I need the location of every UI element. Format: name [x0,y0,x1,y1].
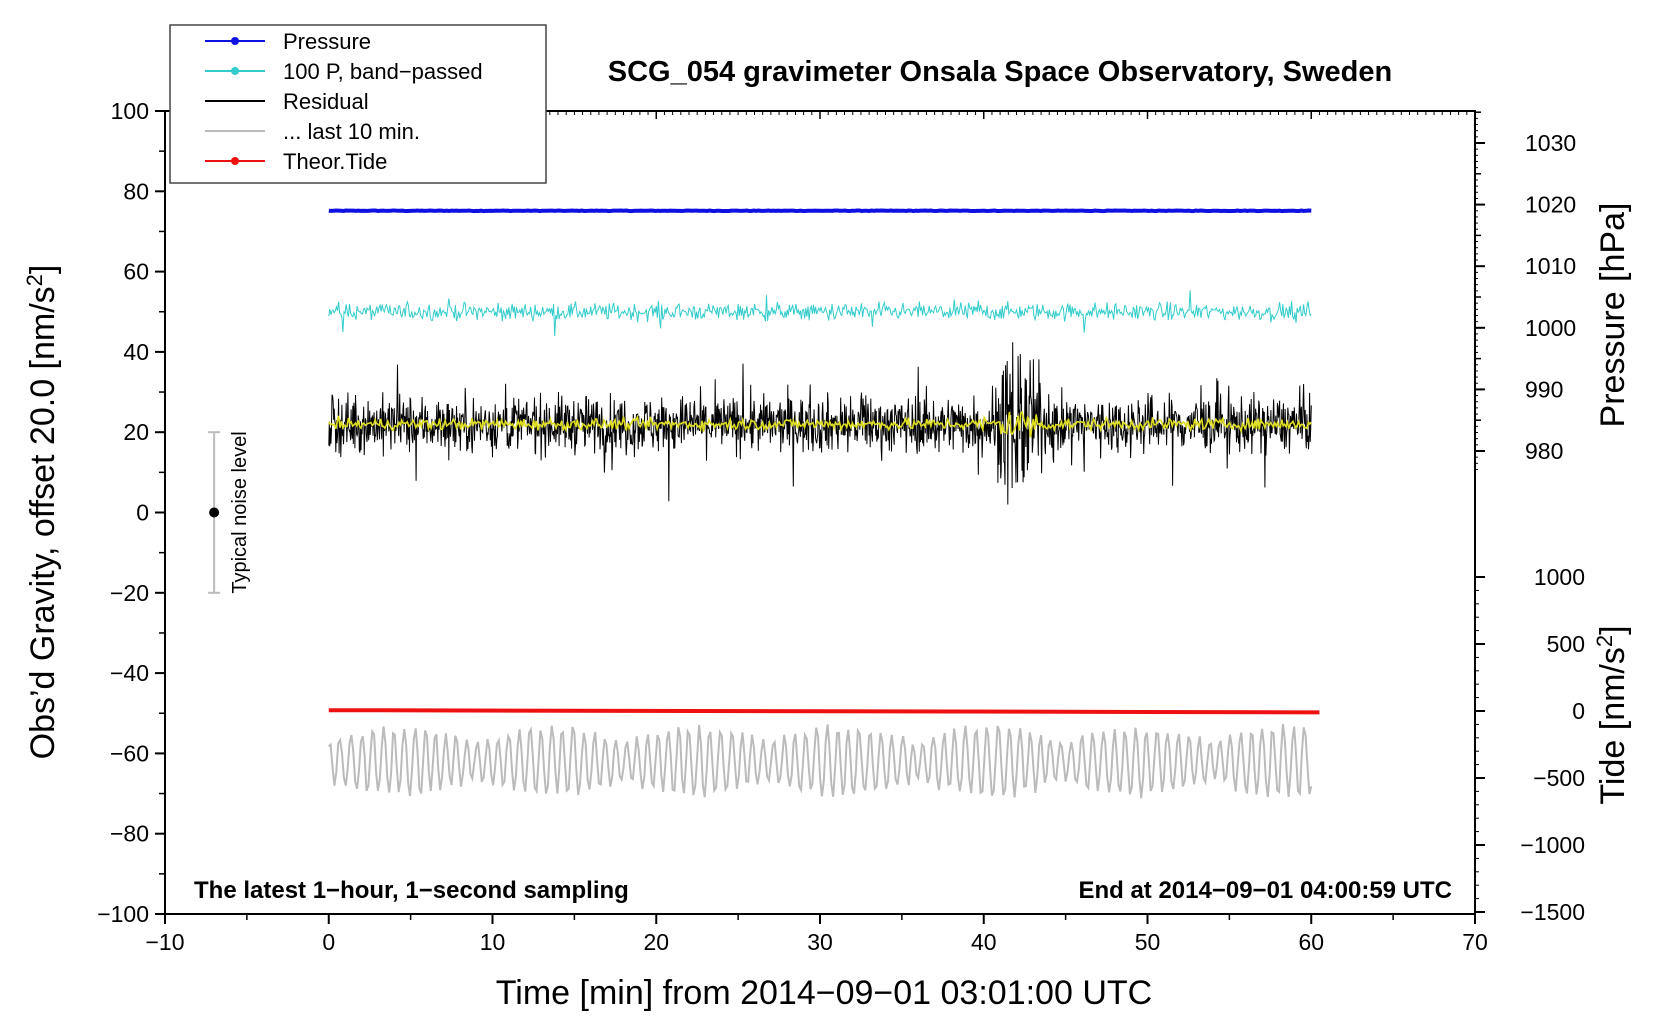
x-tick-label: 40 [971,929,997,955]
y-tick-label: 100 [111,98,149,124]
y-tick-label: −80 [110,821,149,847]
x-tick-label: 50 [1135,929,1161,955]
legend-label: 100 P, band−passed [283,59,483,84]
legend-box [169,24,547,184]
y-tick-label: 40 [123,339,149,365]
x-axis-label: Time [min] from 2014−09−01 03:01:00 UTC [496,974,1152,1012]
series-layer [328,208,1320,799]
pressure-tick-label: 1020 [1525,192,1576,218]
tide-tick-label: 500 [1547,631,1585,657]
legend-label: Pressure [283,29,371,54]
y-tick-label: 60 [123,259,149,285]
x-tick-label: 60 [1298,929,1324,955]
pressure-tick-label: 990 [1525,376,1563,402]
series-theoretical-tide [328,708,1320,715]
x-tick-label: 30 [807,929,833,955]
pressure-tick-label: 1030 [1525,130,1576,156]
y-tick-label: 20 [123,419,149,445]
legend-label: ... last 10 min. [283,119,420,144]
plot-frame [164,110,1476,915]
legend: Pressure 100 P, band−passed Residual ... la… [169,24,547,184]
x-tick-label: 10 [480,929,506,955]
legend-label: Theor.Tide [283,149,387,174]
annotation-bottom-right: End at 2014−09−01 04:00:59 UTC [1078,877,1452,904]
axis-ticks [155,110,1485,924]
x-tick-label: 70 [1462,929,1488,955]
tide-tick-label: −1500 [1520,899,1585,925]
tide-tick-label: 1000 [1534,564,1585,590]
legend-marker [231,157,239,165]
series-pressure [328,208,1312,214]
noise-bar-label: Typical noise level [229,431,251,593]
x-tick-label: 20 [643,929,669,955]
chart-title: SCG_054 gravimeter Onsala Space Observat… [608,56,1392,88]
y-tick-label: −20 [110,580,149,606]
y-tick-label: 80 [123,178,149,204]
y-tick-label: −40 [110,660,149,686]
y-tick-label: 0 [136,500,149,526]
legend-label: Residual [283,89,369,114]
y-tick-label: −60 [110,740,149,766]
noise-bar-center-dot [209,507,220,518]
tide-axis-label: Tide [nm/s2] [1592,625,1632,804]
annotation-bottom-left: The latest 1−hour, 1−second sampling [194,877,629,904]
series-residual-smoothed [328,410,1312,438]
legend-marker [231,67,239,75]
tick-labels: −10 0 10 20 30 40 50 60 70−100−80−60−40−20020406… [97,98,1585,955]
pressure-axis-label: Pressure [hPa] [1594,203,1632,428]
tide-tick-label: 0 [1572,698,1585,724]
pressure-tick-label: 980 [1525,438,1563,464]
noise-bar: Typical noise level [208,431,251,594]
x-tick-label: −10 [145,929,184,955]
series-last-10-min [328,723,1313,799]
tide-tick-label: −500 [1533,765,1585,791]
y-axis-label: Obs’d Gravity, offset 20.0 [nm/s2] [22,265,62,760]
pressure-tick-label: 1000 [1525,315,1576,341]
tide-tick-label: −1000 [1520,832,1585,858]
y-tick-label: −100 [97,901,149,927]
x-tick-label: 0 [322,929,335,955]
series-residual [328,342,1312,505]
legend-marker [231,37,239,45]
series-band-passed-pressure [328,290,1312,337]
pressure-tick-label: 1010 [1525,253,1576,279]
